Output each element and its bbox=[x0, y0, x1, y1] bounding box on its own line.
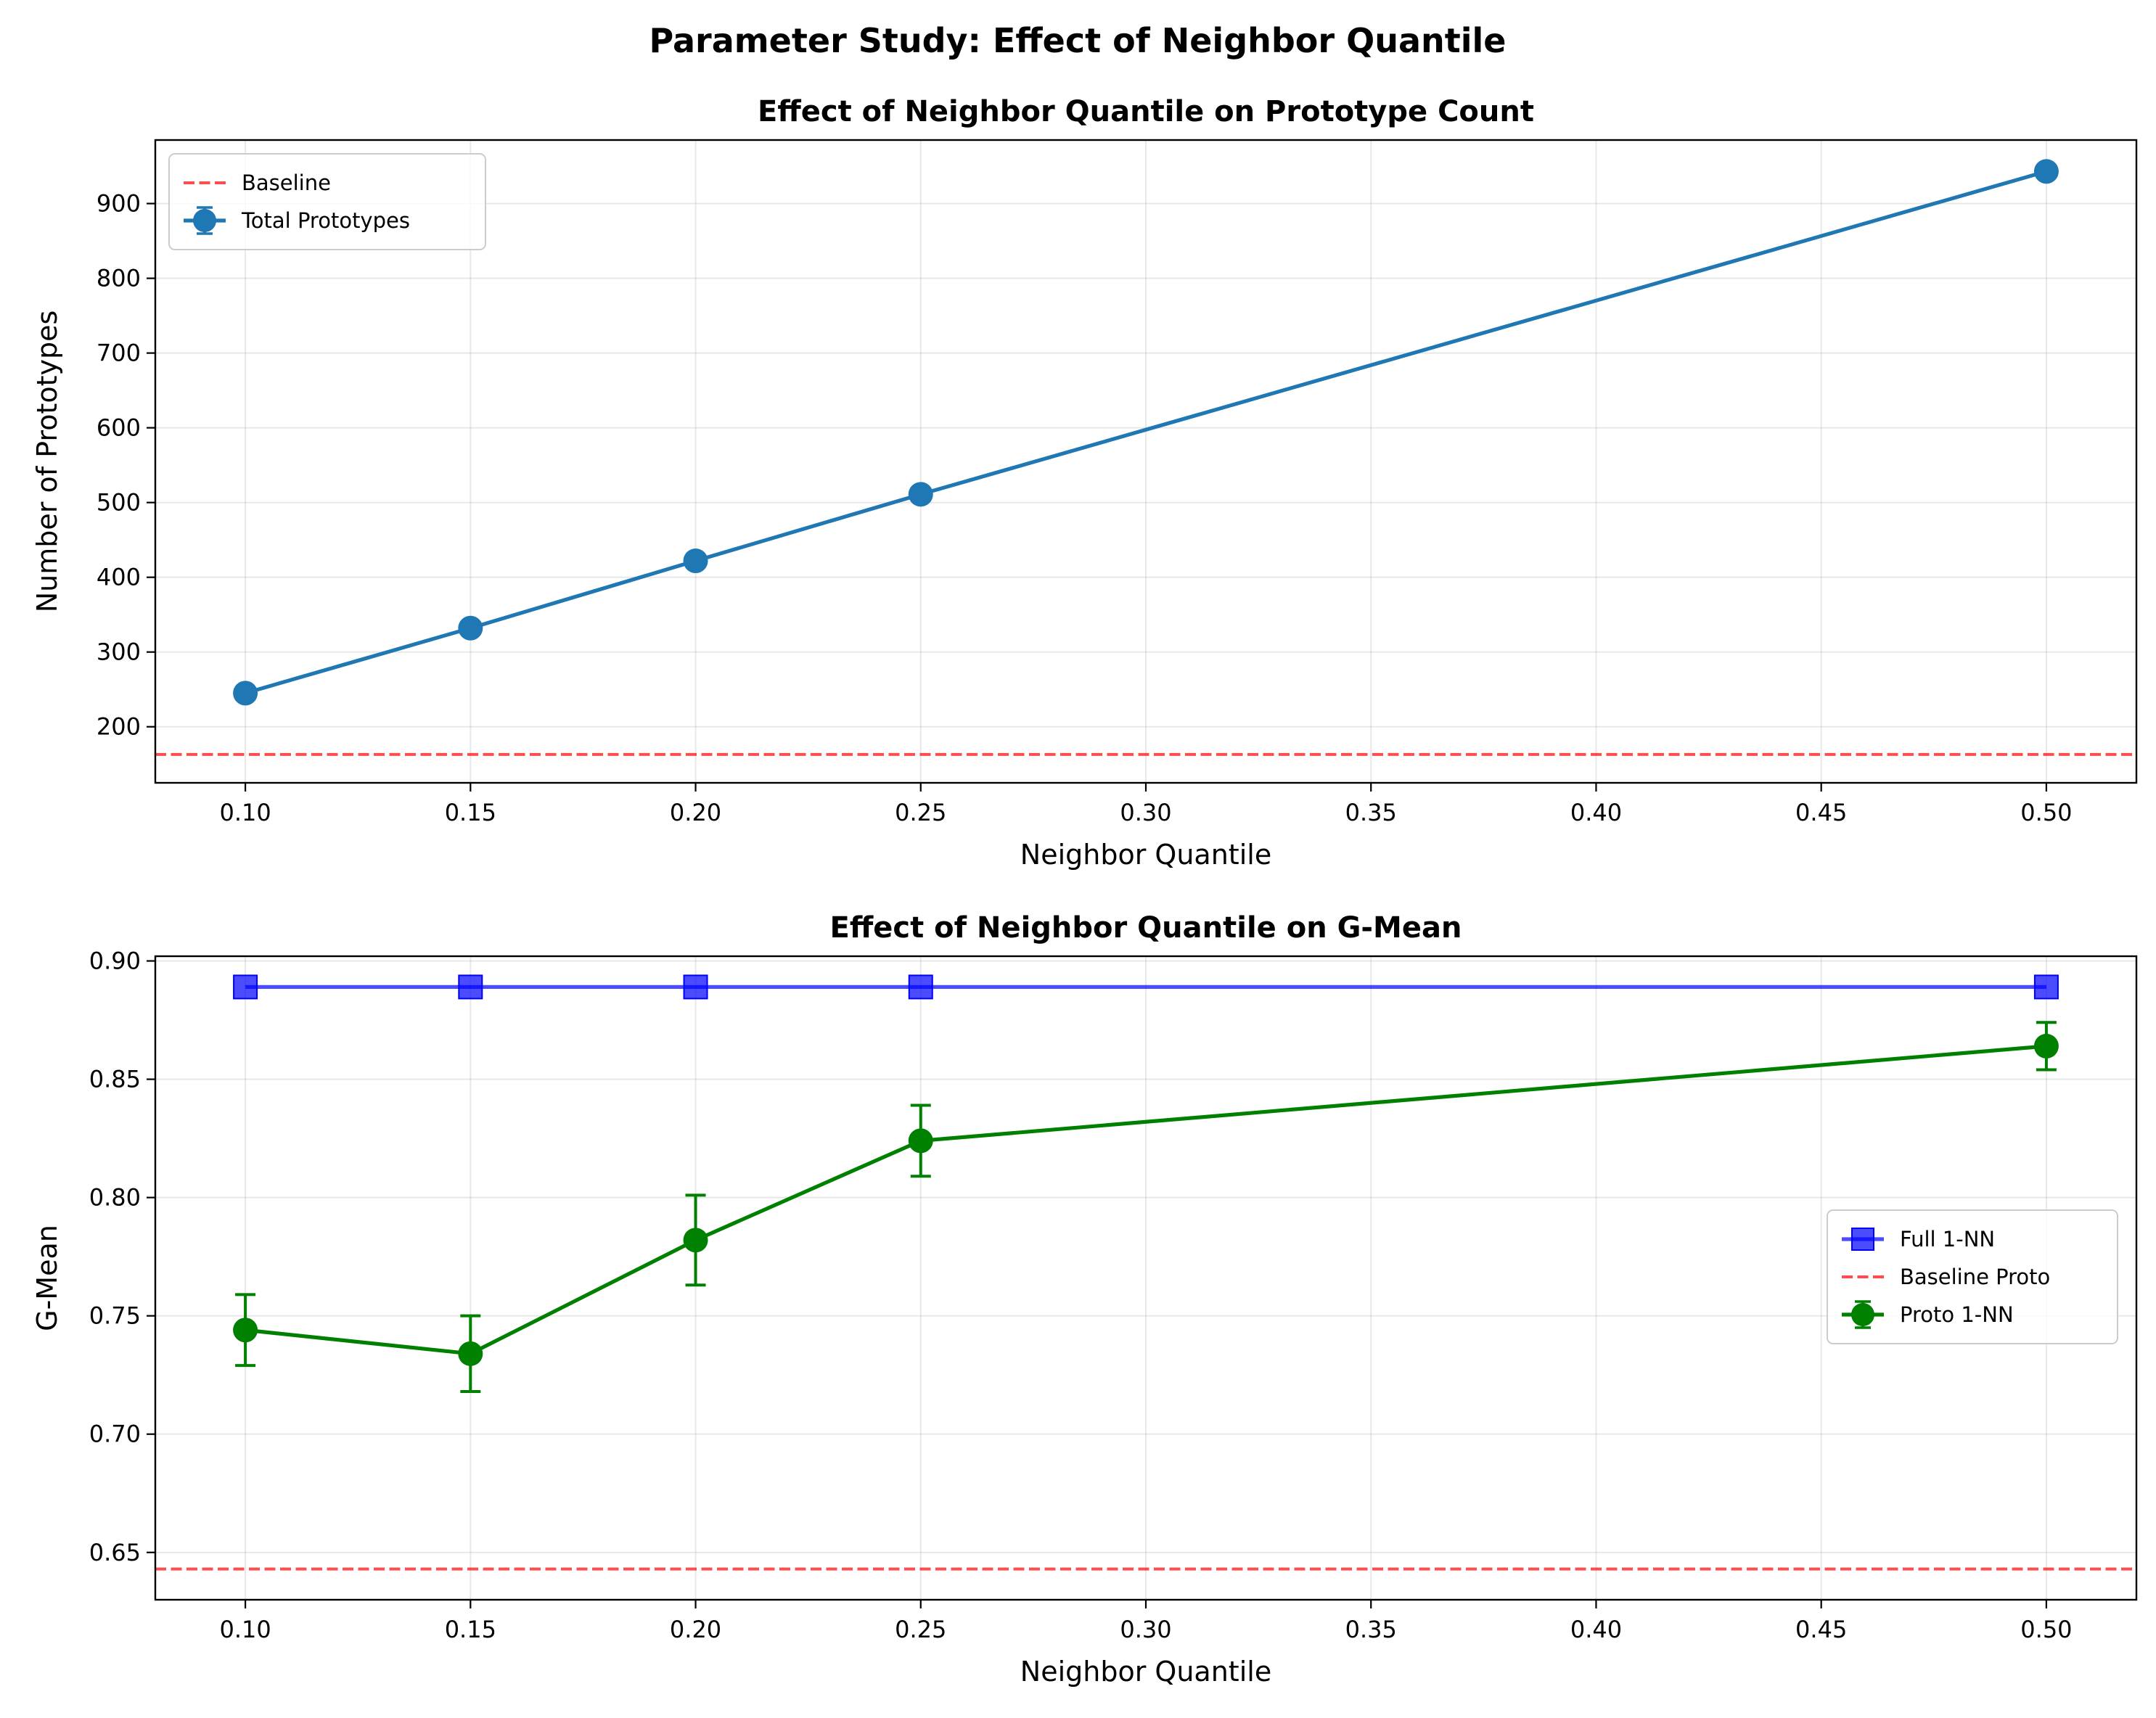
legend-marker bbox=[193, 209, 216, 232]
x-tick-label: 0.15 bbox=[445, 1616, 496, 1643]
chart-g-mean: 0.10 0.15 0.20 0.25 0.30 0.35 0.40 0.45 0.50 0.65… bbox=[31, 911, 2138, 1688]
legend-marker bbox=[1851, 1228, 1874, 1251]
y-tick-label: 300 bbox=[97, 638, 141, 666]
legend: Full 1-NN Baseline Proto Proto 1-NN bbox=[1827, 1209, 2118, 1344]
y-tick-label: 500 bbox=[97, 489, 141, 517]
y-axis-label: Number of Prototypes bbox=[31, 311, 63, 613]
x-tick-label: 0.45 bbox=[1795, 1616, 1847, 1643]
data-point bbox=[908, 1128, 933, 1154]
plot-area bbox=[155, 159, 2136, 756]
y-tick-label: 0.65 bbox=[89, 1539, 141, 1566]
legend-label: Proto 1-NN bbox=[1900, 1302, 2014, 1327]
x-axis-label: Neighbor Quantile bbox=[1020, 839, 1271, 871]
x-tick-label: 0.20 bbox=[670, 1616, 721, 1643]
data-point bbox=[458, 615, 483, 641]
x-tick-label: 0.40 bbox=[1570, 1616, 1622, 1643]
figure-suptitle: Parameter Study: Effect of Neighbor Quan… bbox=[649, 21, 1507, 60]
y-tick-label: 0.70 bbox=[89, 1421, 141, 1448]
axes-frame bbox=[154, 139, 2138, 784]
x-tick-label: 0.45 bbox=[1795, 799, 1847, 826]
x-tick-label: 0.50 bbox=[2020, 799, 2072, 826]
series-full-1-nn bbox=[233, 974, 2059, 1000]
chart-prototype-count: 0.10 0.15 0.20 0.25 0.30 0.35 0.40 0.45 0.50 200 3… bbox=[31, 95, 2138, 871]
x-tick-label: 0.35 bbox=[1345, 1616, 1397, 1643]
legend-label: Baseline bbox=[242, 170, 331, 195]
y-tick-label: 800 bbox=[97, 265, 141, 292]
x-tick-label: 0.30 bbox=[1120, 799, 1171, 826]
data-point bbox=[458, 974, 483, 1000]
data-point bbox=[233, 974, 258, 1000]
x-tick-label: 0.35 bbox=[1345, 799, 1397, 826]
grid bbox=[155, 956, 2136, 1600]
chart-title: Effect of Neighbor Quantile on Prototype… bbox=[758, 95, 1534, 128]
y-tick-label: 700 bbox=[97, 340, 141, 367]
data-point bbox=[233, 1318, 258, 1343]
legend-label: Baseline Proto bbox=[1900, 1265, 2050, 1289]
legend-label: Full 1-NN bbox=[1900, 1227, 1995, 1251]
x-tick-label: 0.50 bbox=[2020, 1616, 2072, 1643]
x-tick-label: 0.10 bbox=[219, 1616, 271, 1643]
data-point bbox=[683, 974, 708, 1000]
data-point bbox=[2033, 1033, 2059, 1059]
axes-frame bbox=[154, 955, 2138, 1601]
x-tick-label: 0.40 bbox=[1570, 799, 1622, 826]
series-total-prototypes bbox=[233, 159, 2059, 706]
x-tick-label: 0.25 bbox=[895, 1616, 946, 1643]
data-point bbox=[683, 1228, 708, 1253]
legend-item: Baseline Proto bbox=[1842, 1265, 2050, 1289]
data-point bbox=[458, 1341, 483, 1366]
y-axis-label: G-Mean bbox=[31, 1225, 63, 1331]
y-tick-label: 600 bbox=[97, 414, 141, 442]
data-point bbox=[908, 482, 933, 507]
legend-box bbox=[1827, 1209, 2118, 1344]
plot-area bbox=[155, 974, 2136, 1571]
data-point bbox=[683, 548, 708, 574]
legend-item: Baseline bbox=[184, 170, 331, 195]
y-tick-label: 400 bbox=[97, 564, 141, 591]
y-tick-label: 0.85 bbox=[89, 1066, 141, 1093]
y-tick-label: 0.90 bbox=[89, 948, 141, 975]
legend-item: Proto 1-NN bbox=[1842, 1300, 2014, 1329]
legend: Baseline Total Prototypes bbox=[168, 153, 486, 250]
x-tick-label: 0.20 bbox=[670, 799, 721, 826]
data-point bbox=[2033, 159, 2059, 184]
y-tick-label: 900 bbox=[97, 190, 141, 218]
legend-item: Full 1-NN bbox=[1842, 1227, 1995, 1251]
x-tick-label: 0.25 bbox=[895, 799, 946, 826]
legend-item: Total Prototypes bbox=[184, 206, 410, 235]
legend-box bbox=[168, 153, 486, 250]
y-tick-label: 200 bbox=[97, 713, 141, 741]
y-tick-label: 0.75 bbox=[89, 1302, 141, 1330]
series-proto-1-nn bbox=[233, 1021, 2059, 1394]
x-tick-label: 0.30 bbox=[1120, 1616, 1171, 1643]
chart-title: Effect of Neighbor Quantile on G-Mean bbox=[830, 911, 1462, 945]
legend-marker bbox=[1851, 1303, 1874, 1326]
y-tick-label: 0.80 bbox=[89, 1184, 141, 1212]
x-axis-label: Neighbor Quantile bbox=[1020, 1656, 1271, 1688]
x-tick-label: 0.15 bbox=[445, 799, 496, 826]
legend-label: Total Prototypes bbox=[241, 208, 410, 233]
data-point bbox=[233, 681, 258, 706]
x-tick-label: 0.10 bbox=[219, 799, 271, 826]
data-point bbox=[2033, 974, 2059, 1000]
data-point bbox=[908, 974, 933, 1000]
